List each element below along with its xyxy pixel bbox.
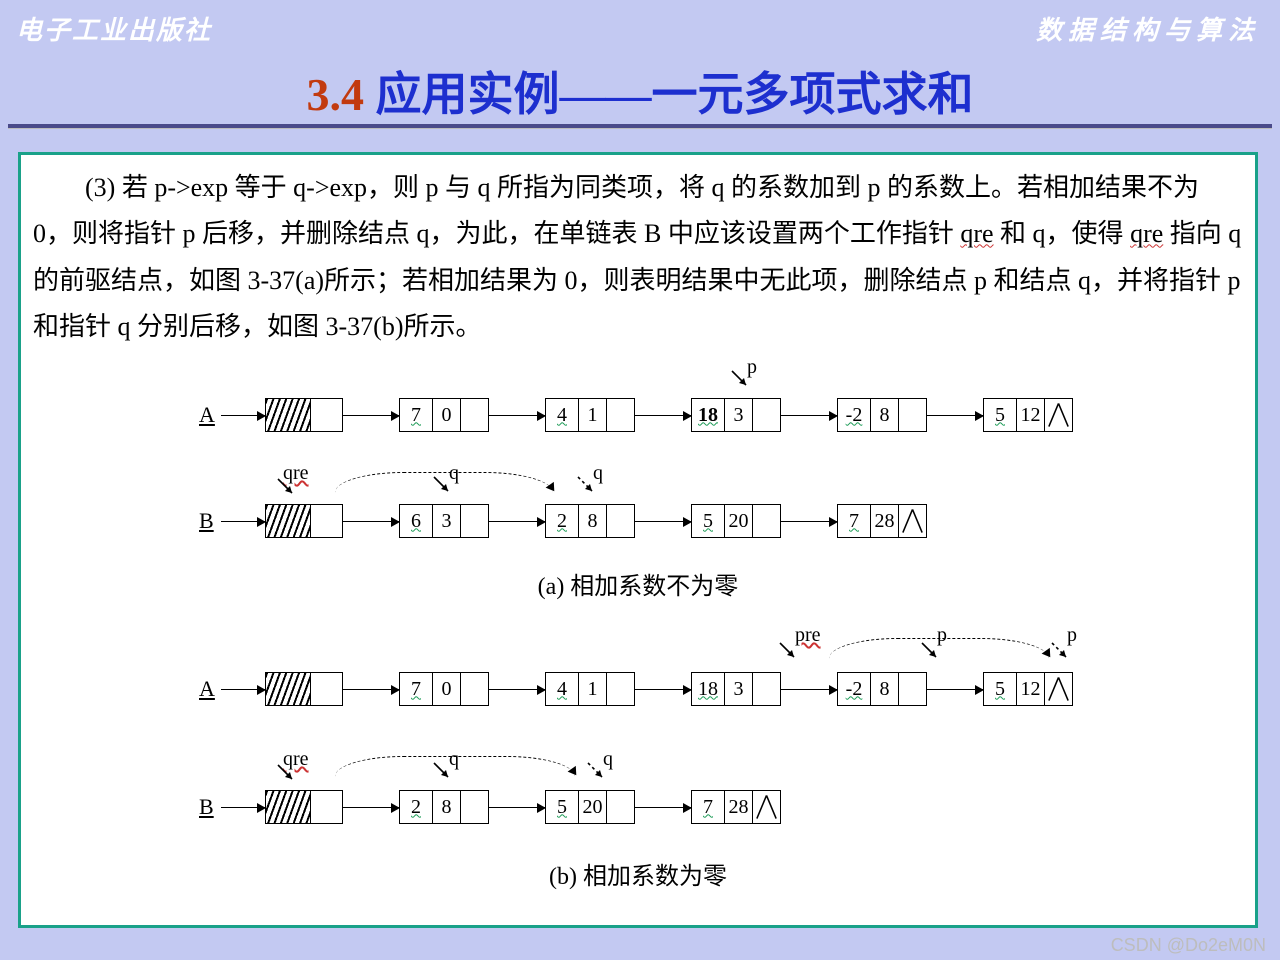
arrow-b-head (221, 504, 265, 538)
list-a-label: A (199, 402, 215, 428)
list-node: 520 (691, 504, 781, 538)
head-node (265, 672, 343, 706)
figure-3-37: A 7041183-28512 p B 6328520728 qre q q (… (33, 362, 1243, 922)
ptr-qre-arrow-b (275, 762, 297, 784)
list-node: 41 (545, 672, 635, 706)
content-panel: (3) 若 p->exp 等于 q->exp，则 p 与 q 所指为同类项，将 … (18, 152, 1258, 928)
list-node: 183 (691, 672, 781, 706)
publisher-label: 电子工业出版社 (16, 10, 212, 47)
description-paragraph: (3) 若 p->exp 等于 q->exp，则 p 与 q 所指为同类项，将 … (33, 165, 1243, 350)
list-a-a: 70 41 183 -28 512 (265, 398, 1073, 432)
watermark: CSDN @Do2eM0N (1111, 935, 1266, 956)
list-node: -28 (837, 398, 927, 432)
list-node: 728 (837, 504, 927, 538)
ptr-q-new-arrow-b (585, 760, 607, 782)
list-node: 28 (545, 504, 635, 538)
link-arrow (781, 504, 837, 538)
list-a-label-b: A (199, 676, 215, 702)
link-arrow (927, 398, 983, 432)
list-node: 512 (983, 398, 1073, 432)
head-node (265, 398, 343, 432)
link-arrow (781, 672, 837, 706)
list-node: 70 (399, 672, 489, 706)
ptr-pre-arrow-b (777, 640, 799, 662)
section-number: 3.4 (307, 69, 365, 120)
arrow-a-head (221, 398, 265, 432)
skip-arc-a-b (829, 638, 1049, 679)
title-text: 应用实例——一元多项式求和 (364, 69, 974, 120)
link-arrow (635, 504, 691, 538)
ptr-p-arrow-a (729, 368, 751, 390)
page-title: 3.4 应用实例——一元多项式求和 (0, 58, 1280, 124)
ptr-qre-arrow-a (275, 476, 297, 498)
link-arrow (635, 790, 691, 824)
list-node: 183 (691, 398, 781, 432)
caption-a: (a) 相加系数不为零 (33, 566, 1243, 601)
ptr-q-new-arrow-a (575, 474, 597, 496)
link-arrow (635, 398, 691, 432)
link-arrow (635, 672, 691, 706)
list-node: 70 (399, 398, 489, 432)
link-arrow (489, 672, 545, 706)
link-arrow (781, 398, 837, 432)
link-arrow (489, 398, 545, 432)
title-rule (8, 124, 1272, 129)
list-b-label: B (199, 508, 214, 534)
arrow-b-head-b (221, 790, 265, 824)
arrow-a-head-b (221, 672, 265, 706)
course-label: 数据结构与算法 (1036, 10, 1260, 47)
skip-arc-b-a (335, 472, 553, 513)
list-node: 41 (545, 398, 635, 432)
link-arrow (343, 672, 399, 706)
skip-arc-b-b (335, 756, 575, 797)
list-node: 520 (545, 790, 635, 824)
list-b-label-b: B (199, 794, 214, 820)
list-node: 728 (691, 790, 781, 824)
caption-b: (b) 相加系数为零 (33, 856, 1243, 891)
head-node (265, 790, 343, 824)
link-arrow (343, 398, 399, 432)
head-node (265, 504, 343, 538)
